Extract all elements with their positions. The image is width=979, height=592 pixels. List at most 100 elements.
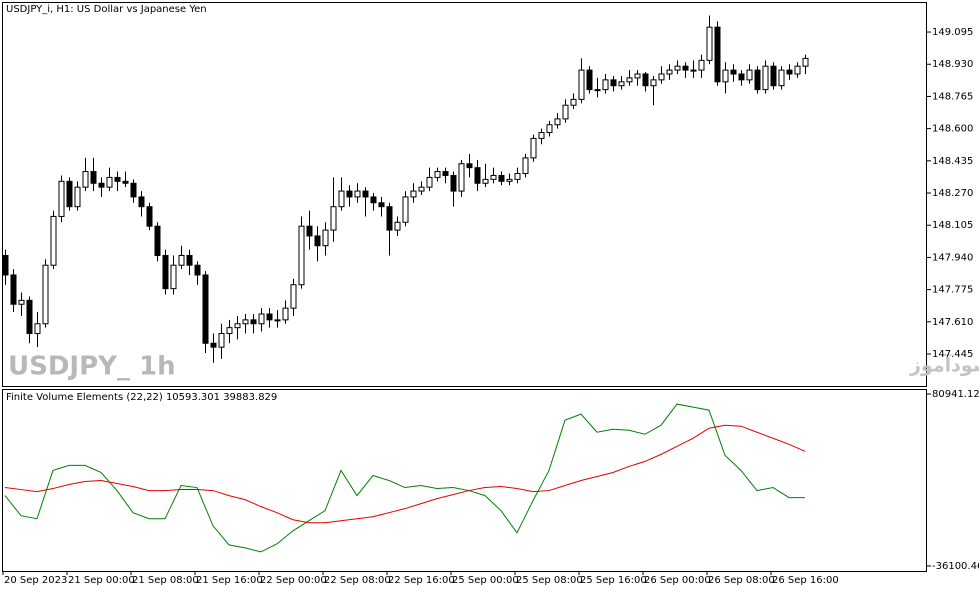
candle-body <box>234 323 241 329</box>
y-tick-label: 148.765 <box>932 91 973 102</box>
candle-body <box>138 196 145 208</box>
candle-body <box>322 229 329 247</box>
candle-body <box>26 299 33 335</box>
candle-body <box>210 342 217 348</box>
chart-title: USDJPY_i, H1: US Dollar vs Japanese Yen <box>6 4 207 15</box>
candle-body <box>626 77 633 83</box>
candle-body <box>418 186 425 192</box>
x-tick-label: 26 Sep 16:00 <box>772 575 839 586</box>
candle-body <box>282 307 289 321</box>
candle-body <box>586 69 593 91</box>
candle-body <box>354 190 361 198</box>
x-tick-label: 22 Sep 00:00 <box>260 575 327 586</box>
candle-body <box>162 254 169 290</box>
candle-body <box>594 89 601 92</box>
candle-body <box>34 323 41 335</box>
candle-body <box>698 59 705 71</box>
candle-body <box>642 73 649 87</box>
candle-body <box>786 69 793 75</box>
candle-body <box>266 313 273 321</box>
candle-body <box>338 190 345 208</box>
candle-body <box>394 221 401 231</box>
candle-body <box>378 202 385 208</box>
indicator-line <box>4 403 805 553</box>
candle-body <box>738 73 745 81</box>
candle-body <box>202 274 209 344</box>
y-tick-label: 148.435 <box>932 156 973 167</box>
candle-body <box>218 333 225 348</box>
candle-body <box>706 26 713 61</box>
candle-body <box>530 137 537 159</box>
candle-body <box>666 69 673 75</box>
x-tick-label: 22 Sep 16:00 <box>388 575 455 586</box>
candle-body <box>58 180 65 217</box>
candle-body <box>10 274 17 305</box>
candle-body <box>602 79 609 91</box>
candle-body <box>18 299 25 305</box>
candle-body <box>258 313 265 325</box>
candle-body <box>290 284 297 309</box>
candle-body <box>674 65 681 71</box>
candle-body <box>306 225 313 237</box>
candle-body <box>346 190 353 198</box>
candle-body <box>490 174 497 180</box>
candle-body <box>130 182 137 198</box>
candle-body <box>778 69 785 87</box>
candle-body <box>250 319 257 325</box>
candle-body <box>186 254 193 266</box>
candle-body <box>722 69 729 83</box>
candle-body <box>498 174 505 182</box>
candle-body <box>226 327 233 335</box>
candle-body <box>458 163 465 192</box>
candle-body <box>682 65 689 71</box>
y-tick-label: 148.270 <box>932 188 973 199</box>
indicator-title: Finite Volume Elements (22,22) 10593.301… <box>6 392 277 403</box>
candle-body <box>466 163 473 169</box>
candle-body <box>618 81 625 87</box>
x-tick-label: 25 Sep 00:00 <box>452 575 519 586</box>
candle-body <box>66 180 73 208</box>
y-tick-label: 80941.126 <box>932 389 979 400</box>
candle-body <box>482 178 489 184</box>
candle-body <box>434 171 441 178</box>
x-tick-label: 21 Sep 00:00 <box>68 575 135 586</box>
candle-body <box>658 73 665 81</box>
candle-body <box>410 190 417 198</box>
candle-body <box>546 124 553 134</box>
site-annotation: انتشار در سایت سودآموز <box>909 353 979 377</box>
y-tick-label: 147.940 <box>932 252 973 263</box>
candle-body <box>554 118 561 126</box>
y-tick-label: 147.445 <box>932 349 973 360</box>
candle-body <box>330 206 337 231</box>
y-tick-label: 148.105 <box>932 220 973 231</box>
candle-body <box>74 186 81 208</box>
candle-body <box>90 171 97 184</box>
candle-body <box>802 57 809 67</box>
candle-body <box>402 196 409 223</box>
x-tick-label: 21 Sep 08:00 <box>132 575 199 586</box>
candle-body <box>106 176 113 188</box>
candle-body <box>578 69 585 100</box>
x-tick-label: 25 Sep 16:00 <box>580 575 647 586</box>
x-tick-label: 20 Sep 2023 <box>4 575 67 586</box>
candle-body <box>42 264 49 325</box>
candle-body <box>146 206 153 227</box>
candle-body <box>194 264 201 276</box>
y-tick-label: 148.600 <box>932 124 973 135</box>
candle-body <box>754 69 761 91</box>
candle-body <box>746 69 753 81</box>
y-tick-label: 147.610 <box>932 317 973 328</box>
y-tick-label: 147.775 <box>932 285 973 296</box>
x-tick-label: 22 Sep 08:00 <box>324 575 391 586</box>
candle-body <box>562 104 569 120</box>
candle-body <box>762 65 769 91</box>
candle-body <box>154 225 161 256</box>
candle-body <box>370 196 377 204</box>
candle-body <box>2 254 9 276</box>
candle-body <box>522 157 529 175</box>
candle-body <box>506 178 513 182</box>
candle-body <box>82 171 89 188</box>
candle-body <box>770 65 777 87</box>
candle-body <box>690 69 697 72</box>
